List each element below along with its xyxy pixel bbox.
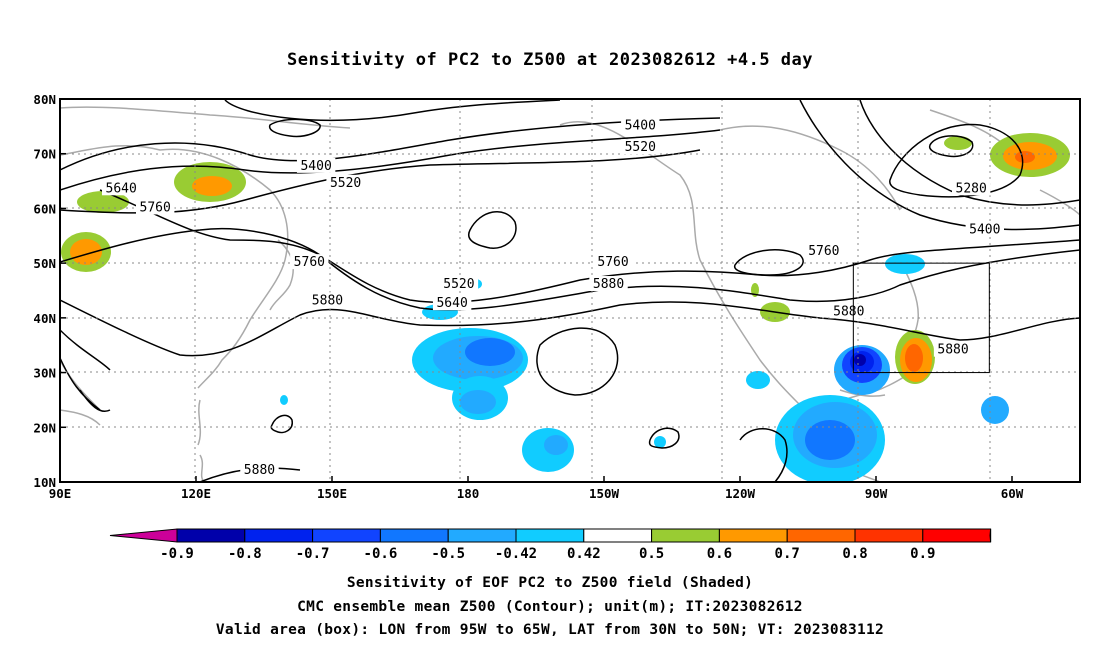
lat-tick-label: 50N — [33, 256, 56, 271]
lat-tick-label: 10N — [33, 475, 56, 490]
lon-tick-label: 150E — [317, 486, 347, 501]
gridlines — [60, 99, 1080, 482]
contour-label: 5760 — [808, 244, 839, 259]
colorbar-label: -0.5 — [431, 546, 465, 562]
contour-label: 5400 — [300, 159, 331, 174]
contour-label: 5880 — [833, 304, 864, 319]
contour-label-bg — [102, 180, 141, 196]
contour-label: 5760 — [597, 255, 628, 270]
colorbar-bin — [651, 528, 720, 543]
contour-label-bg — [593, 254, 633, 270]
colorbar-bin — [176, 528, 246, 543]
contour-label-bg — [621, 117, 660, 133]
contour-label: 5760 — [294, 255, 325, 270]
contour-label: 5280 — [956, 181, 987, 196]
lat-tick-label: 20N — [33, 420, 56, 435]
colorbar-bin — [854, 528, 924, 543]
lat-tick-label: 30N — [33, 366, 56, 381]
contour-label-bg — [326, 174, 365, 190]
contour-label-bg — [952, 180, 991, 196]
contour-label: 5880 — [937, 343, 968, 358]
contour-label: 5640 — [436, 296, 467, 311]
contour-label-bg — [804, 243, 844, 259]
lat-tick-label: 60N — [33, 201, 56, 216]
lon-tick-label: 150W — [589, 486, 620, 501]
contour-label: 5400 — [969, 222, 1000, 237]
colorbar-label: -0.8 — [228, 546, 262, 562]
contour-label: 5760 — [140, 200, 171, 215]
contour-label-bg — [621, 139, 660, 155]
contour-label: 5880 — [244, 463, 275, 478]
shaded-sensitivity — [61, 133, 1070, 482]
contour-label-bg — [240, 462, 279, 478]
contour-label-bg — [308, 292, 347, 308]
colorbar-bin — [244, 528, 314, 543]
caption-line-3: Valid area (box): LON from 95W to 65W, L… — [215, 622, 885, 638]
colorbar-bin — [718, 528, 788, 543]
lon-tick-label: 120W — [725, 486, 756, 501]
colorbar-bin — [922, 528, 992, 543]
colorbar-bin — [786, 528, 856, 543]
map-title: Sensitivity of PC2 to Z500 at 2023082612… — [286, 50, 813, 70]
caption-line-1: Sensitivity of EOF PC2 to Z500 field (Sh… — [346, 575, 754, 591]
colorbar-low-triangle — [109, 528, 178, 543]
contour-label: 5640 — [106, 181, 137, 196]
contour-label: 5880 — [593, 277, 624, 292]
contour-label-bg — [965, 221, 1004, 237]
contour-label-bg — [439, 276, 479, 292]
colorbar-bin — [379, 528, 449, 543]
contour-label-bg — [136, 199, 175, 215]
lon-tick-label: 180 — [457, 486, 480, 501]
contour-labels: 5400 5640 5520 5760 5760 5880 5400 5520 5520 5640… — [102, 117, 1004, 478]
colorbar-label: -0.9 — [160, 546, 194, 562]
contour-label: 5520 — [330, 176, 361, 191]
colorbar-bin — [583, 528, 653, 543]
contour-label: 5400 — [625, 118, 656, 133]
lat-tick-label: 80N — [33, 92, 56, 107]
lon-tick-label: 120E — [181, 486, 211, 501]
lon-tick-label: 60W — [1001, 486, 1024, 501]
colorbar-label: 0.8 — [842, 546, 867, 562]
colorbar-label: 0.6 — [707, 546, 732, 562]
colorbar-bin — [515, 528, 585, 543]
valid-area-box — [852, 262, 990, 374]
contour-label: 5520 — [443, 277, 474, 292]
contour-label-bg — [589, 276, 628, 292]
map-frame — [59, 98, 1081, 483]
latitude-axis: 80N 70N 60N 50N 40N 30N 20N 10N — [33, 92, 66, 490]
contour-label: 5520 — [625, 140, 656, 155]
colorbar-label: 0.42 — [567, 546, 601, 562]
colorbar-bin — [312, 528, 381, 543]
lon-tick-label: 90W — [865, 486, 888, 501]
lat-tick-label: 70N — [33, 147, 56, 162]
colorbar-label: 0.7 — [775, 546, 800, 562]
lat-tick-label: 40N — [33, 311, 56, 326]
caption-line-2: CMC ensemble mean Z500 (Contour); unit(m… — [297, 599, 803, 615]
colorbar-high-triangle — [989, 528, 992, 543]
colorbar-label: -0.7 — [296, 546, 330, 562]
contour-label-bg — [296, 157, 336, 173]
longitude-axis: 90E 120E 150E 180 150W 120W 90W 60W — [49, 476, 1024, 501]
contour-label-bg — [933, 341, 973, 357]
colorbar-label: 0.5 — [639, 546, 664, 562]
colorbar-label: -0.6 — [364, 546, 398, 562]
contour-label-bg — [290, 254, 329, 270]
colorbar: -0.9 -0.8 -0.7 -0.6 -0.5 -0.42 0.42 0.5 0.6 0.7 0.… — [109, 528, 992, 562]
contour-label-bg — [432, 295, 472, 311]
contour-label-bg — [829, 303, 868, 319]
lon-tick-label: 90E — [49, 486, 72, 501]
contour-label: 5880 — [312, 293, 343, 308]
colorbar-bin — [447, 528, 517, 543]
colorbar-label: -0.42 — [495, 546, 537, 562]
colorbar-label: 0.9 — [910, 546, 935, 562]
